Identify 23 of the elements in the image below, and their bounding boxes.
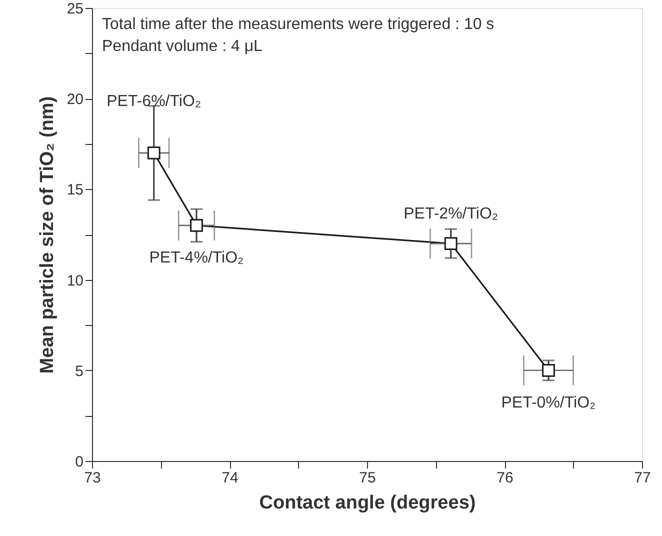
annotation: PET-2%/TiO₂ (404, 206, 498, 223)
y-axis-title: Mean particle size of TiO₂ (nm) (36, 96, 58, 374)
y-tick-label: 20 (66, 91, 84, 108)
annotation: Pendant volume : 4 μL (102, 38, 263, 55)
annotation: PET-0%/TiO₂ (501, 394, 596, 412)
y-tick-label: 10 (66, 272, 84, 290)
y-tick-label: 15 (66, 182, 84, 199)
x-tick-label: 73 (84, 470, 101, 486)
x-tick-label: 74 (222, 470, 238, 486)
point (190, 218, 203, 232)
y-tick-label: 25 (66, 0, 84, 18)
x-tick-label: 76 (496, 470, 514, 486)
y-tick-label: 5 (75, 362, 84, 380)
annotation: Total time after the measurements were triggered : 10 s (102, 16, 494, 33)
y-tick-label: 0 (75, 454, 84, 470)
x-axis-title: Contact angle (degrees) (259, 492, 476, 514)
point (147, 146, 160, 160)
point (542, 364, 555, 377)
point (444, 237, 458, 250)
x-tick-label: 75 (359, 470, 376, 486)
x-tick-label: 77 (634, 470, 651, 486)
annotation: PET-4%/TiO₂ (149, 249, 244, 266)
annotation: PET-6%/TiO₂ (106, 92, 202, 110)
